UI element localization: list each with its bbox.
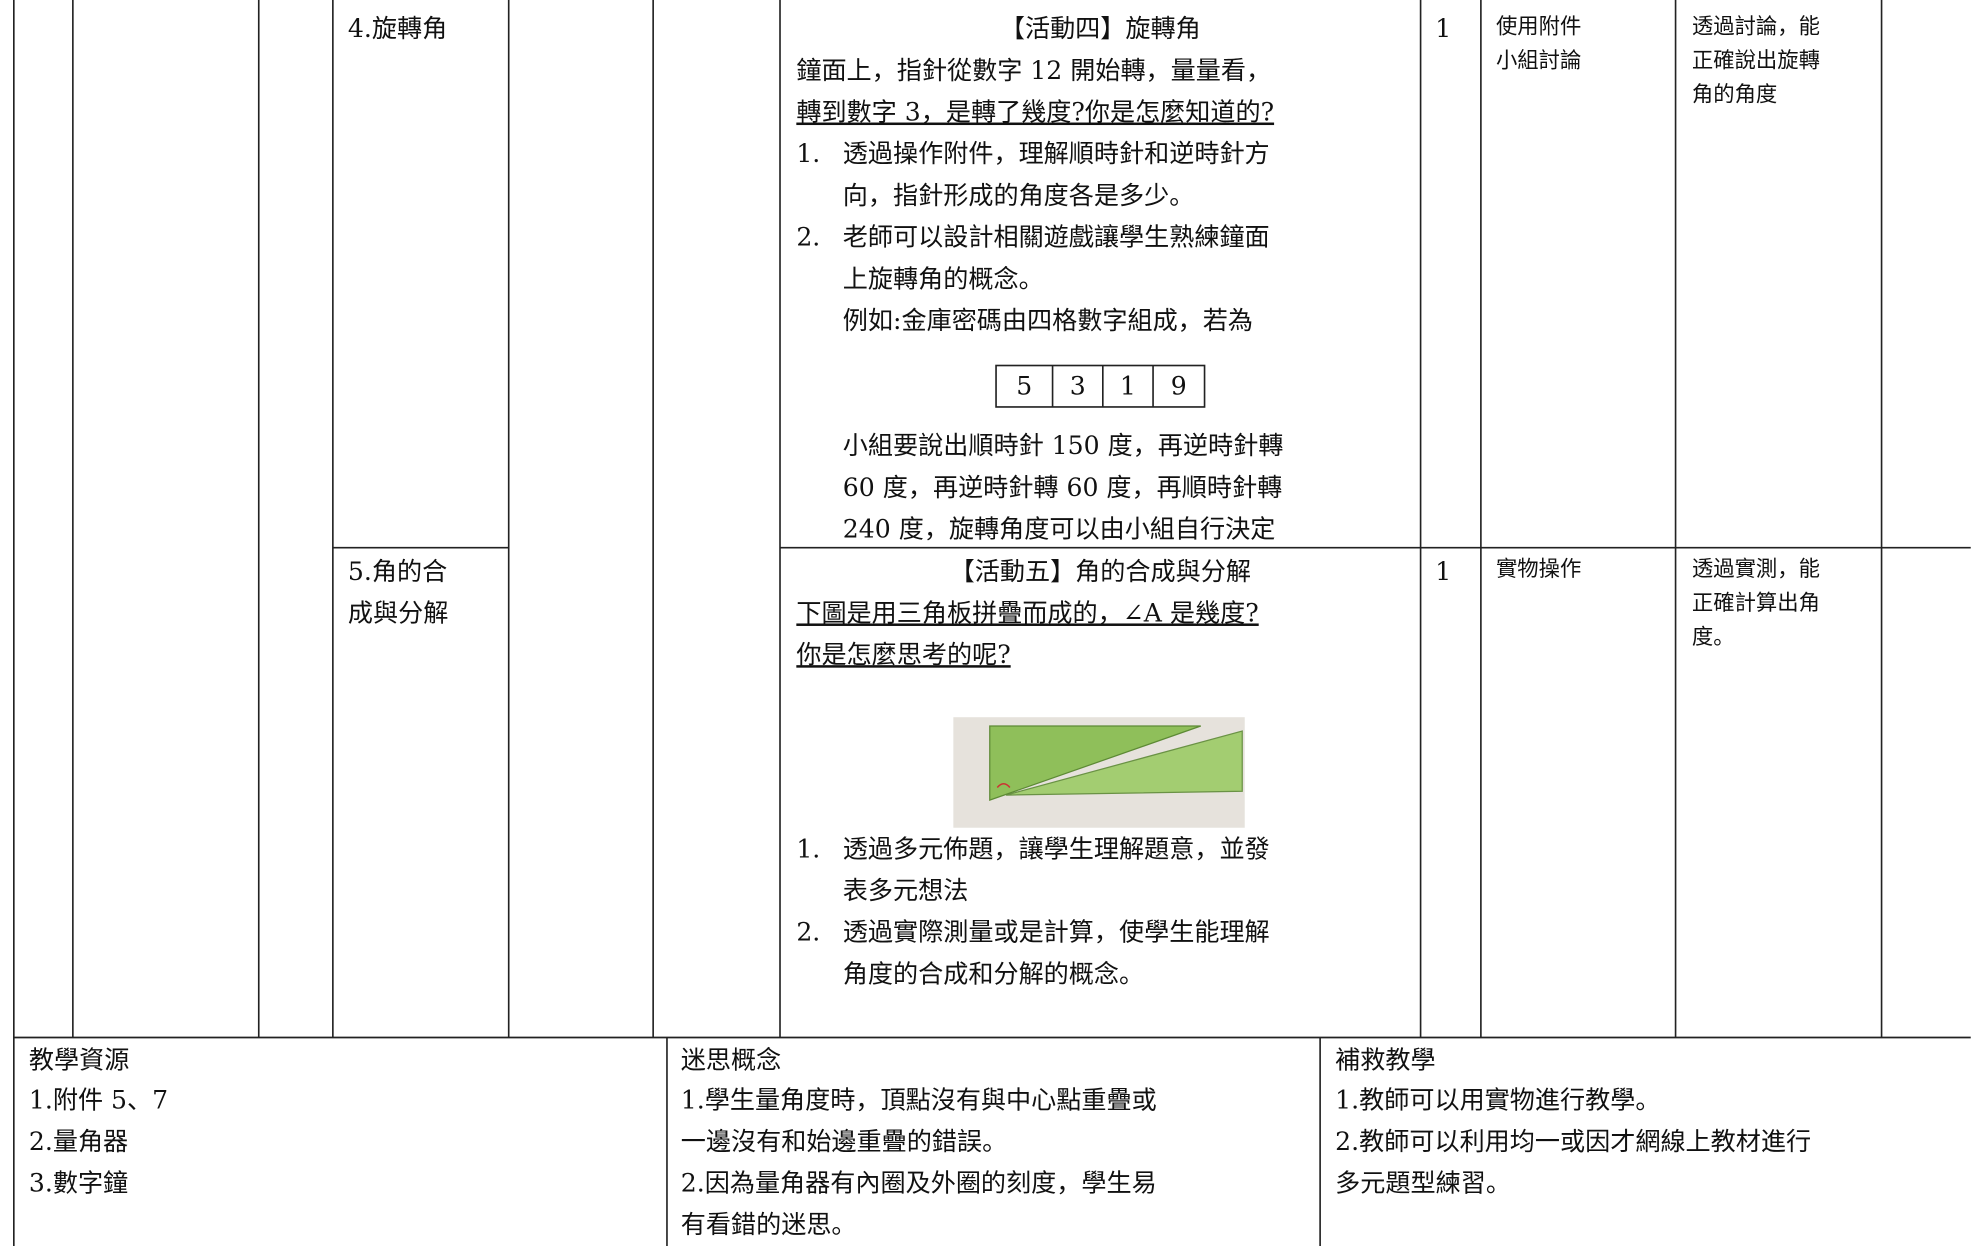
table-grid [13,0,1971,1246]
step-text: 角度的合成和分解的概念。 [843,959,1144,988]
step-number: 1. [796,834,820,863]
section-title: 迷思概念 [681,1045,781,1074]
step-number: 2. [796,223,820,252]
activity-text: 60 度，再逆時針轉 60 度，再順時針轉 [843,473,1282,502]
section-title: 補救教學 [1335,1045,1435,1074]
section-text: 2.因為量角器有內圈及外圈的刻度，學生易 [681,1168,1157,1197]
activity-text: 鐘面上，指針從數字 12 開始轉，量量看， [796,56,1271,85]
assessment: 正確計算出角 [1692,591,1820,616]
activity-question: 轉到數字 3，是轉了幾度?你是怎麼知道的? [796,98,1274,127]
section-text: 1.教師可以用實物進行教學。 [1335,1086,1660,1115]
method: 使用附件 [1496,15,1581,40]
triangle-photo [953,717,1245,828]
section-text: 1.附件 5、7 [29,1086,168,1115]
code-box [995,364,1206,408]
section-text: 多元題型練習。 [1335,1168,1511,1197]
section-text: 3.數字鐘 [29,1168,128,1197]
section-text: 1.學生量角度時，頂點沒有與中心點重疊或 [681,1086,1157,1115]
step-text: 上旋轉角的概念。 [843,264,1044,293]
periods: 1 [1435,557,1451,586]
step-text: 向，指針形成的角度各是多少。 [843,181,1195,210]
step-text: 老師可以設計相關遊戲讓學生熟練鐘面 [843,223,1270,252]
section-text: 2.量角器 [29,1127,128,1156]
step-text: 透過操作附件，理解順時針和逆時針方 [843,139,1270,168]
assessment: 透過實測，能 [1692,557,1820,582]
step-text: 透過多元佈題，讓學生理解題意，並發 [843,834,1270,863]
periods: 1 [1435,14,1451,43]
assessment: 正確說出旋轉 [1692,49,1820,74]
activity-text: 小組要說出順時針 150 度，再逆時針轉 [843,431,1284,460]
step-text: 例如:金庫密碼由四格數字組成，若為 [843,306,1253,335]
assessment: 角的角度 [1692,82,1777,107]
section-text: 一邊沒有和始邊重疊的錯誤。 [681,1127,1007,1156]
activity-text: 240 度，旋轉角度可以由小組自行決定 [843,515,1276,544]
step-text: 透過實際測量或是計算，使學生能理解 [843,918,1270,947]
unit-name: 4.旋轉角 [348,14,447,43]
assessment: 透過討論，能 [1692,15,1820,40]
code-digit: 9 [1171,371,1187,400]
activity-title: 【活動四】旋轉角 [1000,14,1201,43]
step-number: 2. [796,918,820,947]
code-digit: 5 [1016,371,1032,400]
unit-name: 5.角的合 [348,557,447,586]
unit-name: 成與分解 [348,598,448,627]
activity-question: 你是怎麼思考的呢? [796,640,1010,669]
section-text: 2.教師可以利用均一或因才網線上教材進行 [1335,1127,1811,1156]
step-text: 表多元想法 [843,876,969,905]
method: 小組討論 [1496,49,1581,74]
assessment: 度。 [1692,625,1735,650]
section-title: 教學資源 [29,1045,129,1074]
activity-title: 【活動五】角的合成與分解 [950,557,1251,586]
code-digit: 1 [1120,371,1136,400]
section-text: 有看錯的迷思。 [681,1210,857,1239]
step-number: 1. [796,139,820,168]
method: 實物操作 [1496,557,1581,582]
activity-question: 下圖是用三角板拼疊而成的，∠A 是幾度? [796,598,1258,627]
code-digit: 3 [1070,371,1086,400]
